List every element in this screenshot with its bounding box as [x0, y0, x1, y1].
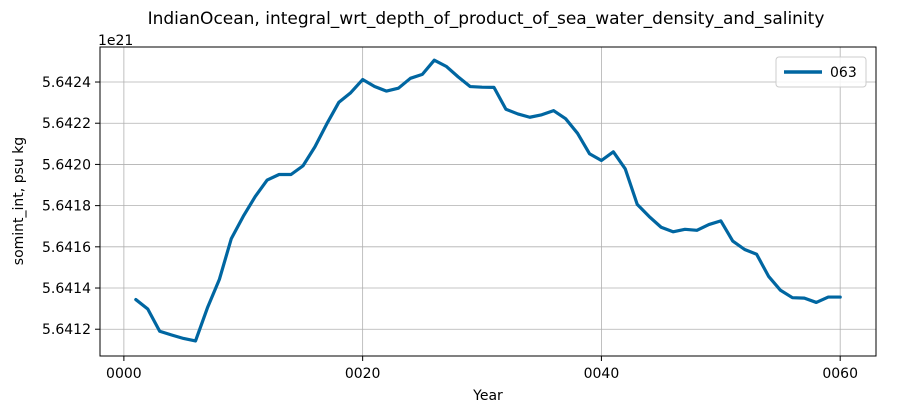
legend: 063 — [775, 56, 867, 88]
plot-frame — [99, 46, 877, 357]
x-tick-label: 0060 — [822, 366, 858, 382]
y-tick-label: 5.6418 — [42, 199, 91, 215]
legend-label: 063 — [830, 65, 857, 81]
y-tick-label: 5.6424 — [42, 75, 91, 91]
series-line-063 — [134, 58, 842, 343]
y-axis-label: somint_int, psu kg — [11, 137, 27, 265]
grid — [100, 47, 876, 356]
offset-label: 1e21 — [98, 33, 133, 49]
y-tick-label: 5.6412 — [42, 322, 91, 338]
y-tick-label: 5.6420 — [42, 157, 91, 173]
y-axis: 5.6412 5.6414 5.6416 5.6418 5.6420 5.6422 5.64… — [42, 75, 100, 338]
y-tick-label: 5.6422 — [42, 116, 91, 132]
chart-title: IndianOcean, integral_wrt_depth_of_produ… — [148, 9, 825, 29]
series-layer — [134, 58, 842, 343]
y-tick-label: 5.6414 — [42, 281, 91, 297]
x-tick-label: 0000 — [106, 366, 142, 382]
x-axis-label: Year — [472, 388, 503, 404]
y-tick-label: 5.6416 — [42, 240, 91, 256]
x-axis: 0000 0020 0040 0060 — [106, 356, 858, 382]
x-tick-label: 0020 — [345, 366, 381, 382]
x-tick-label: 0040 — [584, 366, 620, 382]
